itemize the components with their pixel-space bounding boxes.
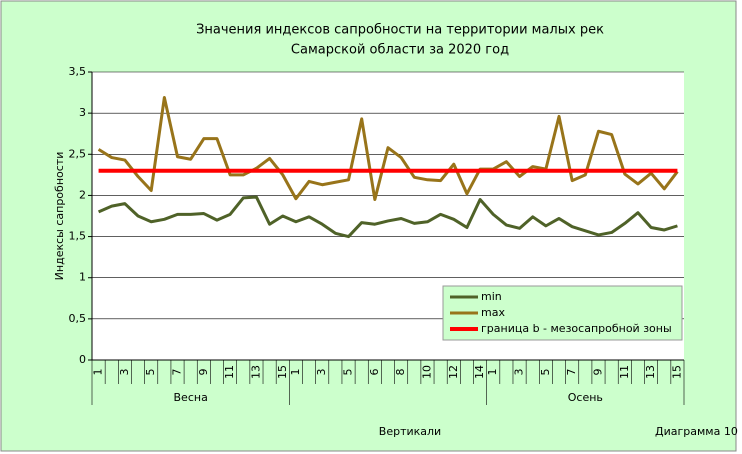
x-tick-label: 11 xyxy=(618,365,631,379)
y-tick-label: 1,5 xyxy=(69,230,87,243)
x-tick-label: 12 xyxy=(447,365,460,379)
series-line xyxy=(97,195,678,239)
y-tick-label: 3,5 xyxy=(69,65,87,78)
x-tick-label: 5 xyxy=(342,369,355,376)
y-tick-label: 1 xyxy=(79,271,86,284)
y-tick-label: 0,5 xyxy=(69,312,87,325)
y-tick-label: 2,5 xyxy=(69,147,87,160)
legend-label: max xyxy=(481,306,505,319)
x-tick-label: 15 xyxy=(670,365,683,379)
x-tick-label: 1 xyxy=(486,369,499,376)
series-line xyxy=(97,96,679,202)
x-tick-label: 7 xyxy=(565,369,578,376)
x-tick-label: 13 xyxy=(249,365,262,379)
x-tick-label: 11 xyxy=(223,365,236,379)
legend-label: min xyxy=(481,290,502,303)
legend xyxy=(442,285,683,341)
x-tick-label: 3 xyxy=(315,369,328,376)
x-tick-label: 13 xyxy=(644,365,657,379)
x-tick-label: 10 xyxy=(420,365,433,379)
group-label: Весна xyxy=(174,391,208,404)
x-tick-label: 5 xyxy=(144,369,157,376)
annotation: Диаграмма 10 xyxy=(655,425,738,438)
x-tick-label: 3 xyxy=(513,369,526,376)
group-label: Осень xyxy=(568,391,603,404)
legend-label: граница b - мезосапробной зоны xyxy=(481,322,672,335)
y-tick-label: 3 xyxy=(79,106,86,119)
x-tick-label: 8 xyxy=(394,369,407,376)
x-tick-label: 5 xyxy=(539,369,552,376)
x-tick-label: 1 xyxy=(92,369,105,376)
x-tick-label: 1 xyxy=(289,369,302,376)
chart-title: Самарской области за 2020 год xyxy=(291,43,509,58)
y-tick-label: 0 xyxy=(79,353,86,366)
x-tick-label: 3 xyxy=(118,369,131,376)
x-tick-label: 7 xyxy=(171,369,184,376)
y-axis-title: Индексы сапробности xyxy=(53,152,66,281)
x-tick-label: 14 xyxy=(473,365,486,379)
chart-title: Значения индексов сапробности на террито… xyxy=(196,23,604,38)
x-tick-label: 6 xyxy=(368,369,381,376)
y-tick-label: 2 xyxy=(79,188,86,201)
x-axis-title: Вертикали xyxy=(379,425,441,438)
x-tick-label: 15 xyxy=(276,365,289,379)
x-tick-label: 9 xyxy=(591,369,604,376)
x-tick-label: 9 xyxy=(197,369,210,376)
